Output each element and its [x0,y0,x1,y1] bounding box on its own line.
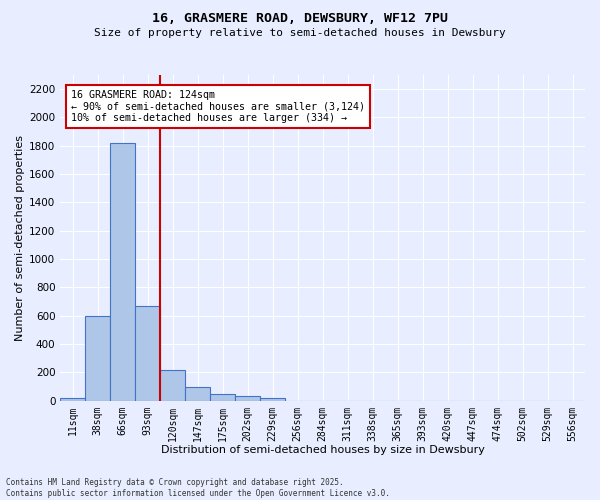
Bar [135,306,160,400]
Bar [210,394,235,400]
Bar [185,388,210,400]
X-axis label: Distribution of semi-detached houses by size in Dewsbury: Distribution of semi-detached houses by … [161,445,485,455]
Bar [60,398,85,400]
Text: 16 GRASMERE ROAD: 124sqm
← 90% of semi-detached houses are smaller (3,124)
10% o: 16 GRASMERE ROAD: 124sqm ← 90% of semi-d… [71,90,365,123]
Bar [85,316,110,400]
Text: Contains HM Land Registry data © Crown copyright and database right 2025.
Contai: Contains HM Land Registry data © Crown c… [6,478,390,498]
Bar [160,370,185,400]
Text: 16, GRASMERE ROAD, DEWSBURY, WF12 7PU: 16, GRASMERE ROAD, DEWSBURY, WF12 7PU [152,12,448,26]
Bar [260,398,285,400]
Bar [110,143,135,401]
Bar [235,396,260,400]
Text: Size of property relative to semi-detached houses in Dewsbury: Size of property relative to semi-detach… [94,28,506,38]
Y-axis label: Number of semi-detached properties: Number of semi-detached properties [15,135,25,341]
